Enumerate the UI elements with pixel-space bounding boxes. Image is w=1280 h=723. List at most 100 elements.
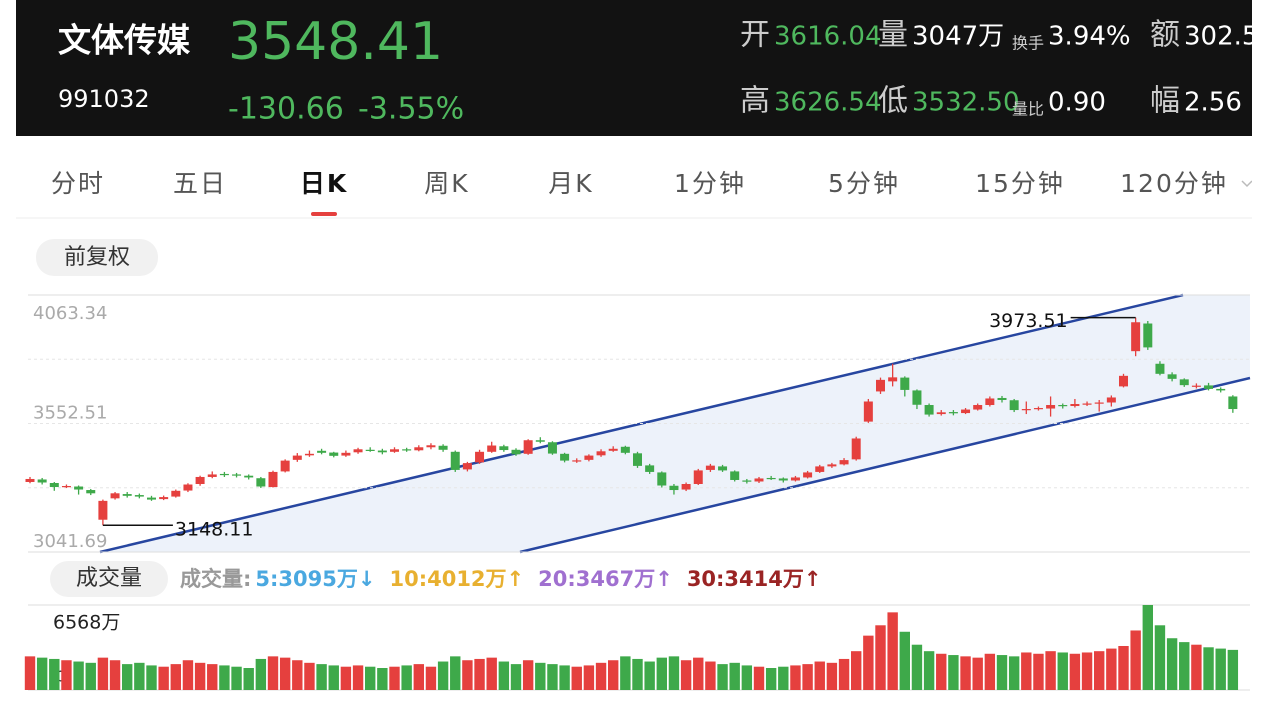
volume-bar — [255, 658, 267, 690]
candle-body — [851, 438, 861, 460]
candle-body — [499, 446, 509, 451]
tab[interactable]: 5分钟 — [828, 169, 900, 198]
candle-body — [596, 451, 606, 456]
candle-body — [803, 472, 813, 478]
tab[interactable]: 分时 — [51, 169, 105, 198]
volume-bar — [328, 665, 339, 690]
candle-body — [244, 475, 254, 478]
high-label: 3973.51 — [989, 310, 1068, 332]
candle-body — [292, 455, 302, 460]
volume-bar — [122, 664, 133, 690]
candle-body — [37, 479, 47, 483]
candle-body — [74, 486, 84, 490]
channel-band — [100, 295, 1250, 552]
candle-body — [86, 490, 96, 494]
candle-body — [657, 472, 667, 486]
stat-label: 额 — [1150, 18, 1180, 53]
tab[interactable]: 月K — [548, 169, 593, 198]
volume-bar — [972, 657, 983, 690]
volume-bar — [826, 662, 838, 690]
volume-bar — [996, 655, 1008, 690]
tab[interactable]: 15分钟 — [975, 169, 1065, 198]
volume-bar — [1081, 652, 1093, 690]
candle-body — [304, 453, 314, 456]
candle-body — [827, 464, 837, 467]
candle-body — [232, 474, 242, 476]
price-change: -130.66 — [228, 92, 344, 127]
price-change-pct: -3.55% — [358, 92, 464, 127]
volume-bar — [838, 658, 850, 690]
adjust-button[interactable] — [36, 239, 158, 276]
candle-body — [426, 445, 436, 448]
volume-bar — [875, 625, 886, 690]
volume-bar — [219, 665, 230, 690]
volume-bar — [401, 665, 412, 690]
stat-label: 量比 — [1012, 100, 1044, 119]
volume-bar — [1142, 605, 1153, 690]
tab[interactable]: 五日 — [173, 169, 227, 198]
volume-bar — [352, 665, 364, 690]
volume-bar — [1179, 642, 1190, 690]
volume-bar — [620, 656, 631, 690]
volume-bar — [304, 662, 315, 690]
volume-bar — [668, 656, 680, 690]
volume-bar — [413, 664, 424, 690]
tab[interactable]: 120分钟 — [1120, 169, 1228, 198]
volume-bar — [899, 631, 910, 690]
volume-bar — [340, 666, 352, 690]
candle-body — [1179, 379, 1189, 386]
volume-bar — [1215, 648, 1226, 690]
volume-bar — [656, 657, 667, 690]
candle-body — [584, 455, 594, 460]
volume-bar — [984, 653, 996, 690]
candle-body — [1204, 385, 1214, 389]
volume-bar — [1008, 656, 1020, 690]
volume-title[interactable]: 成交量 — [76, 566, 142, 591]
volume-bar — [73, 661, 84, 690]
candle-body — [147, 497, 156, 500]
y-tick-label: 3041.69 — [33, 531, 107, 552]
volume-bar — [61, 660, 72, 690]
volume-bar — [1057, 652, 1068, 690]
volume-bar — [753, 666, 765, 690]
tab[interactable]: 1分钟 — [674, 169, 746, 198]
candle-body — [815, 466, 825, 472]
stat-value: 3626.54 — [774, 88, 882, 118]
tab[interactable]: 周K — [424, 169, 469, 198]
candle-body — [1106, 397, 1116, 403]
candle-body — [280, 460, 290, 472]
candle-body — [183, 484, 193, 491]
legend-entry: 5:3095万↓ — [255, 567, 375, 591]
candle-body — [377, 450, 387, 453]
volume-bar — [778, 666, 789, 690]
volume-bar — [863, 635, 874, 690]
stat-label: 幅 — [1150, 84, 1180, 119]
volume-bar — [802, 664, 813, 690]
volume-bar — [134, 662, 145, 690]
candle-body — [1070, 404, 1080, 407]
volume-bar — [571, 666, 582, 690]
adjust-label[interactable]: 前复权 — [64, 245, 130, 270]
candle-body — [997, 397, 1007, 400]
candle-body — [912, 390, 922, 405]
volume-bar — [24, 656, 36, 690]
candle-body — [633, 453, 642, 466]
volume-bar — [36, 657, 48, 690]
volume-bar — [316, 664, 327, 690]
more-chevron[interactable] — [1241, 180, 1253, 188]
legend-entry: 30:3414万↑ — [687, 567, 822, 591]
stat-value: 302.5 — [1184, 22, 1258, 52]
volume-bar — [97, 657, 109, 690]
candle-body — [1009, 400, 1019, 411]
volume-bar — [559, 665, 570, 690]
volume-button[interactable] — [50, 561, 168, 597]
candle-body — [110, 493, 120, 499]
tab[interactable]: 日K — [300, 169, 348, 198]
candle-body — [159, 497, 169, 500]
candle-body — [1228, 396, 1238, 410]
candle-body — [122, 494, 132, 496]
candle-body — [134, 495, 144, 497]
candle-body — [1082, 403, 1092, 405]
volume-bar — [231, 666, 242, 690]
